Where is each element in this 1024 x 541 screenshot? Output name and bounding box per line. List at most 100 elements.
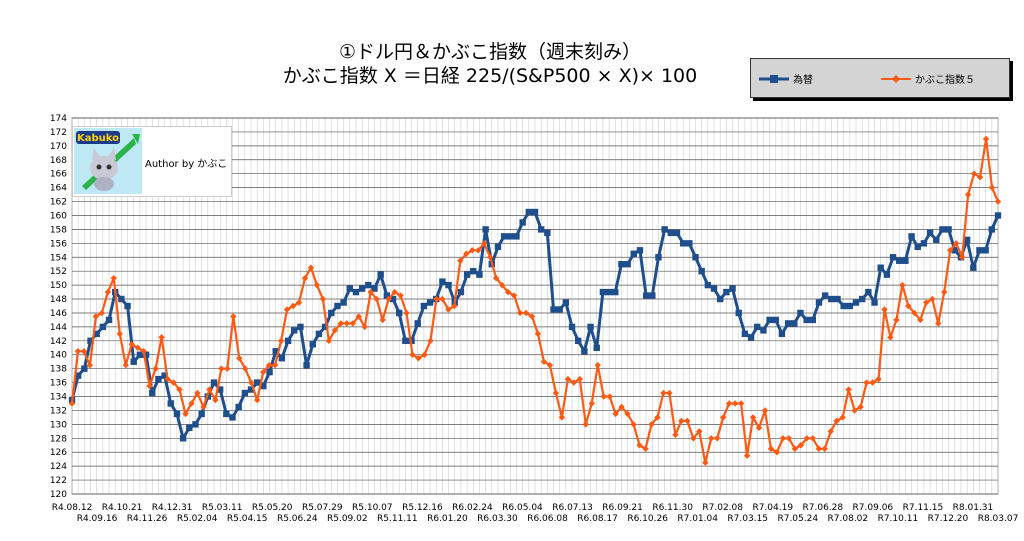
x-tick-label: R8.03.07: [978, 514, 1019, 524]
data-point: [684, 417, 691, 425]
data-point: [414, 320, 421, 327]
data-point: [612, 410, 619, 418]
data-point: [673, 229, 681, 237]
x-tick-label: R7.01.04: [677, 514, 718, 524]
x-tick-label: R4.11.26: [127, 514, 168, 524]
data-point: [230, 313, 237, 320]
data-point: [140, 348, 147, 355]
data-point: [600, 393, 607, 400]
data-point: [291, 327, 298, 334]
data-point: [158, 334, 165, 341]
y-tick-label: 130: [50, 420, 67, 430]
data-point: [463, 250, 470, 257]
x-tick-label: R5.05.20: [252, 503, 293, 513]
data-point: [445, 281, 452, 289]
y-tick-label: 146: [50, 309, 67, 319]
data-point: [865, 288, 872, 296]
legend-label-fx: 為替: [793, 75, 813, 86]
data-point: [198, 410, 205, 418]
data-point: [612, 288, 619, 296]
legend-marker-kabuko: [881, 74, 911, 83]
data-point: [248, 379, 255, 386]
data-point: [714, 435, 721, 442]
series-lines: [68, 135, 1002, 466]
data-point: [149, 389, 156, 397]
data-point: [321, 323, 329, 331]
y-tick-label: 124: [50, 462, 67, 472]
series-0: [68, 208, 1002, 442]
data-point: [355, 313, 362, 320]
x-tick-label: R7.06.28: [803, 503, 844, 513]
data-point: [717, 295, 724, 303]
data-point: [373, 295, 380, 303]
data-point: [223, 410, 230, 418]
data-point: [218, 365, 225, 372]
data-point: [947, 247, 954, 254]
data-point: [494, 243, 502, 251]
y-tick-label: 120: [50, 490, 67, 500]
data-point: [134, 344, 141, 351]
data-point: [599, 288, 607, 296]
data-point: [110, 274, 118, 282]
data-point: [266, 368, 273, 376]
data-point: [875, 375, 882, 383]
data-point: [809, 316, 816, 324]
data-point: [540, 358, 548, 365]
data-point: [235, 403, 242, 411]
data-point: [655, 254, 662, 261]
logo-badge-text: Kabuko: [77, 133, 119, 144]
data-point: [809, 435, 816, 442]
data-point: [192, 421, 199, 428]
data-point: [696, 428, 703, 435]
data-point: [155, 375, 162, 383]
data-point: [433, 295, 440, 303]
x-tick-label: R7.05.24: [777, 514, 818, 524]
data-point: [552, 389, 560, 397]
data-point: [686, 240, 693, 247]
data-point: [513, 233, 520, 240]
data-point: [546, 361, 554, 369]
data-point: [212, 396, 219, 404]
data-point: [877, 264, 884, 271]
data-point: [415, 355, 422, 362]
data-point: [624, 261, 631, 268]
data-point: [445, 306, 452, 313]
data-point: [236, 355, 243, 362]
data-point: [516, 309, 524, 317]
data-point: [319, 295, 327, 303]
data-point: [179, 435, 187, 442]
data-point: [176, 386, 183, 393]
data-point: [87, 337, 94, 345]
data-point: [797, 309, 804, 317]
data-point: [142, 351, 150, 358]
data-point: [660, 389, 667, 397]
x-tick-label: R7.08.02: [828, 514, 869, 524]
data-point: [421, 351, 428, 358]
cat-logo-icon: Kabuko: [74, 128, 142, 194]
data-point: [136, 351, 144, 358]
data-point: [636, 442, 643, 449]
chart-title: ①ドル円＆かぶこ指数（週末刻み） かぶこ指数 X ＝日経 225/(S&P500…: [250, 40, 730, 88]
data-point: [672, 431, 679, 439]
data-point: [98, 309, 106, 317]
data-point: [80, 348, 88, 355]
data-point: [254, 396, 261, 404]
data-point: [871, 299, 878, 306]
data-point: [544, 229, 551, 237]
data-point: [188, 400, 195, 407]
data-point: [976, 247, 983, 254]
data-point: [93, 330, 100, 338]
data-point: [475, 247, 482, 254]
x-tick-label: R8.01.31: [953, 503, 994, 513]
data-point: [325, 337, 333, 345]
data-point: [988, 226, 996, 233]
data-point: [729, 285, 736, 292]
data-point: [528, 313, 536, 320]
data-point: [297, 323, 304, 331]
data-point: [846, 302, 854, 310]
data-point: [791, 445, 799, 452]
data-point: [821, 445, 828, 452]
data-point: [358, 285, 366, 292]
data-point: [581, 348, 588, 355]
